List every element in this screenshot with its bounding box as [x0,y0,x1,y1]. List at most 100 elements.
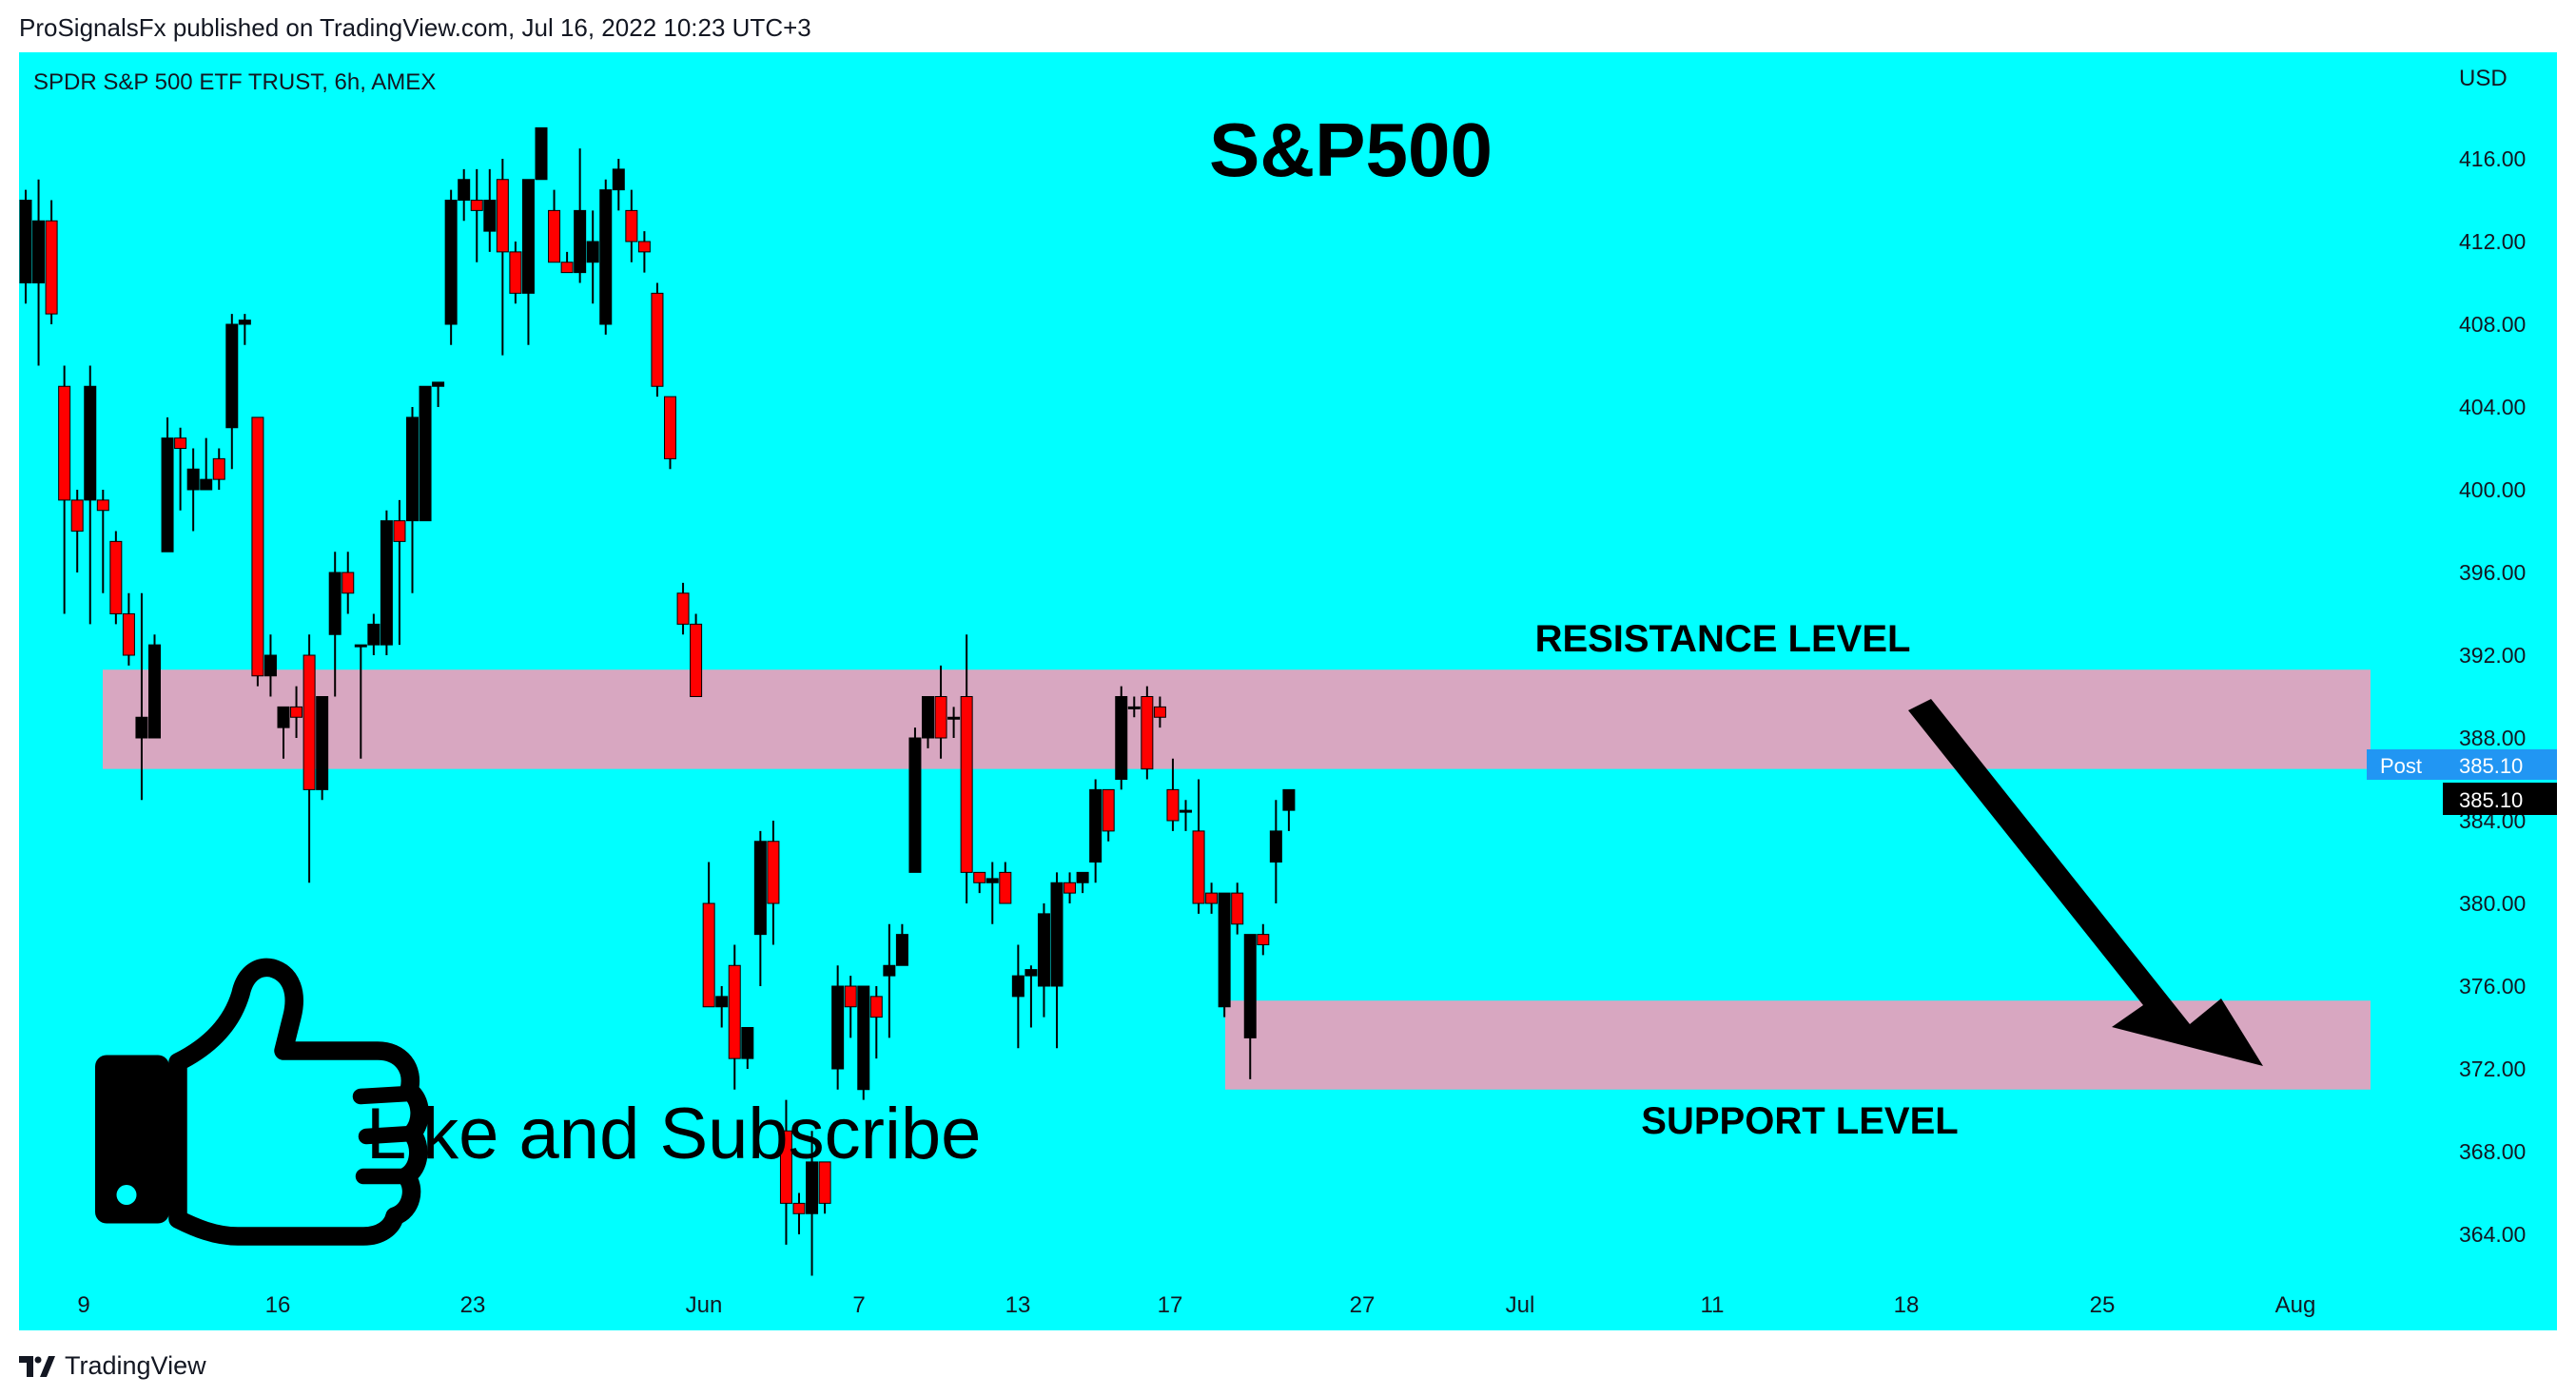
candle-body [1025,969,1038,977]
candle-body [1166,788,1180,822]
candle [690,613,703,697]
candle [251,417,264,687]
candle-body [960,696,973,873]
y-tick-label: 408.00 [2459,312,2526,337]
x-tick-label: Jun [686,1292,723,1318]
candle [637,231,651,273]
candle-body [844,985,857,1008]
candle [70,490,84,572]
candle-body [96,499,109,512]
candle-body [535,126,548,181]
candle-body [1205,892,1219,904]
candle [973,871,986,894]
candle [1218,892,1231,1018]
candle [702,862,715,1008]
x-tick-label: Aug [2275,1292,2316,1318]
candle [895,923,908,966]
candle [560,251,574,274]
candle-body [225,323,239,429]
candle [1153,696,1166,728]
x-tick-label: 11 [1701,1292,1725,1318]
x-tick-label: 17 [1158,1292,1183,1318]
candle [960,634,973,903]
y-tick-label: 368.00 [2459,1139,2526,1164]
candle-body [1011,975,1025,998]
candle-body [560,262,574,274]
candle-body [161,437,174,553]
candle-body [792,1202,806,1214]
candle-body [263,654,277,677]
candle-body [637,241,651,253]
footer: TradingView [0,1330,2576,1396]
candle [302,634,316,883]
candle-body [651,292,664,387]
candle [818,1161,831,1214]
candle [32,179,46,366]
candle-body [857,985,870,1091]
candle-body [419,385,432,522]
candle-body [354,644,367,648]
candle-body [1153,706,1166,718]
candle [1166,758,1180,831]
candle [1050,872,1064,1049]
candle-body [947,716,961,720]
candle-body [328,572,342,635]
candle [586,210,599,304]
x-tick-label: 7 [852,1292,865,1318]
last-price-badge: 385.10 [2443,783,2557,815]
candle-body [1115,696,1128,780]
y-tick-label: 396.00 [2459,560,2526,585]
candle [342,552,355,614]
candle [857,985,870,1100]
candle [509,242,522,304]
candle-body [316,696,329,790]
candle-body [1141,696,1154,770]
candle [934,665,947,759]
candle [444,189,458,345]
y-tick-label: 400.00 [2459,477,2526,502]
candle-body [32,220,46,283]
candle [200,437,213,491]
candle-body [496,179,509,253]
candle-body [1231,892,1244,925]
y-tick-label: 380.00 [2459,891,2526,916]
post-price-badge: Post 385.10 [2367,749,2557,780]
x-tick-label: 9 [77,1292,89,1318]
candle-body [779,1130,792,1204]
candle [1205,882,1219,914]
candle [96,490,109,593]
price-chart[interactable]: 364.00368.00372.00376.00380.00384.00388.… [19,52,2557,1330]
candle [1064,872,1077,903]
candle [1243,934,1257,1079]
publisher-header: ProSignalsFx published on TradingView.co… [0,0,2576,52]
resistance-zone [103,669,2371,769]
candle [45,200,58,324]
candle [535,126,548,181]
candle [458,168,471,222]
candle [1037,903,1050,1018]
candle-body [58,385,71,501]
candle [212,448,225,490]
candle [986,862,999,924]
candle [844,976,857,1038]
candle [58,365,71,614]
x-tick-label: 18 [1894,1292,1920,1318]
candle-body [1050,882,1064,987]
candle [1089,779,1103,883]
candle [574,148,587,283]
x-tick-label: 23 [460,1292,486,1318]
candle [148,634,161,739]
candle-body [753,841,767,936]
candle-body [444,200,458,325]
candle [922,696,934,748]
y-tick-label: 388.00 [2459,726,2526,750]
tradingview-brand[interactable]: TradingView [19,1351,206,1381]
candle-body [109,540,123,614]
candle [186,448,200,532]
candle [406,407,419,593]
chart-area[interactable]: 364.00 368.00 372.00 376.00 380.00 384.00 388.… [19,52,2557,1330]
candle [612,159,625,211]
candle-body [1282,788,1296,811]
candle-body [200,478,213,491]
thumbs-up-icon[interactable] [95,958,429,1246]
